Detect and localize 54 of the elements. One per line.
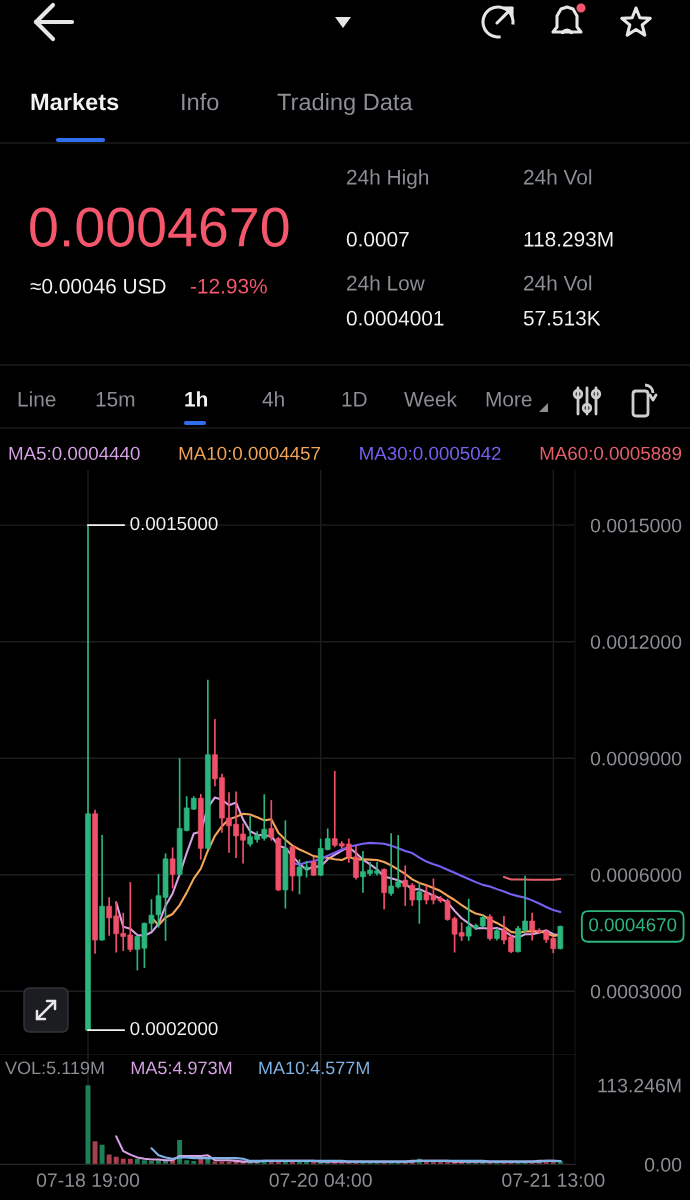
y-tick-label: 0.0006000 — [590, 868, 682, 882]
x-tick-label: 07-20 04:00 — [269, 1173, 372, 1188]
bar — [106, 1154, 112, 1165]
text: MA10:4.577M — [259, 1061, 369, 1075]
text: ≈0.00046 USD — [30, 278, 166, 294]
text: 24h High — [347, 169, 429, 189]
text: 24h Low — [347, 275, 425, 291]
text: 24h Vol — [524, 275, 592, 291]
series-label: VOL:5.119M — [5, 1061, 104, 1075]
y-tick-label: 0.00 — [644, 1157, 682, 1172]
y-tick-label: 113.246M — [598, 1078, 681, 1093]
candlestick — [268, 800, 275, 841]
text: 1D — [342, 392, 367, 407]
annotation: 0.0015000 — [130, 516, 218, 531]
annotation: 0.0002000 — [130, 1021, 218, 1036]
text: -12.93% — [190, 278, 267, 294]
y-tick-label: 0.0003000 — [590, 984, 682, 999]
text: 0.0004001 — [346, 310, 444, 326]
candlestick — [557, 925, 564, 950]
bar — [99, 1144, 105, 1165]
text: MA60:0.0005889 — [540, 446, 682, 461]
text: 1h — [185, 391, 208, 407]
x-tick-label: 07-21 13:00 — [502, 1173, 605, 1188]
text: Info — [182, 93, 219, 111]
text: Line — [18, 391, 56, 407]
y-tick-label: 0.0015000 — [590, 518, 682, 533]
candlestick — [487, 914, 493, 941]
line-series — [150, 1147, 562, 1163]
text: MA5:4.973M — [131, 1061, 232, 1075]
text: 4h — [262, 391, 284, 407]
text: 118.293M — [524, 231, 613, 247]
text: 0.0004670 — [30, 207, 289, 247]
candlestick — [381, 868, 387, 910]
text: 24h Vol — [524, 169, 592, 185]
text: MA5:0.0004440 — [9, 446, 140, 461]
x-tick-label: 07-18 19:00 — [36, 1173, 140, 1188]
bar — [141, 1160, 147, 1165]
bar — [92, 1141, 98, 1165]
text: More — [486, 392, 532, 407]
bar — [113, 1156, 119, 1165]
candlestick — [169, 847, 176, 889]
text: 57.513K — [523, 310, 601, 326]
y-tick-label: 0.0012000 — [590, 635, 682, 649]
text: 0.0007 — [346, 231, 409, 247]
candlestick — [416, 883, 423, 924]
y-tick-label: 0.0009000 — [590, 751, 682, 766]
text: 15m — [96, 392, 135, 407]
text: 0.0004670 — [589, 918, 677, 932]
bar — [184, 1160, 190, 1165]
text: Trading Data — [277, 93, 413, 115]
text: Week — [404, 391, 457, 407]
text: Markets — [31, 93, 119, 111]
text: MA30:0.0005042 — [360, 446, 501, 461]
text: MA10:0.0004457 — [179, 446, 320, 461]
